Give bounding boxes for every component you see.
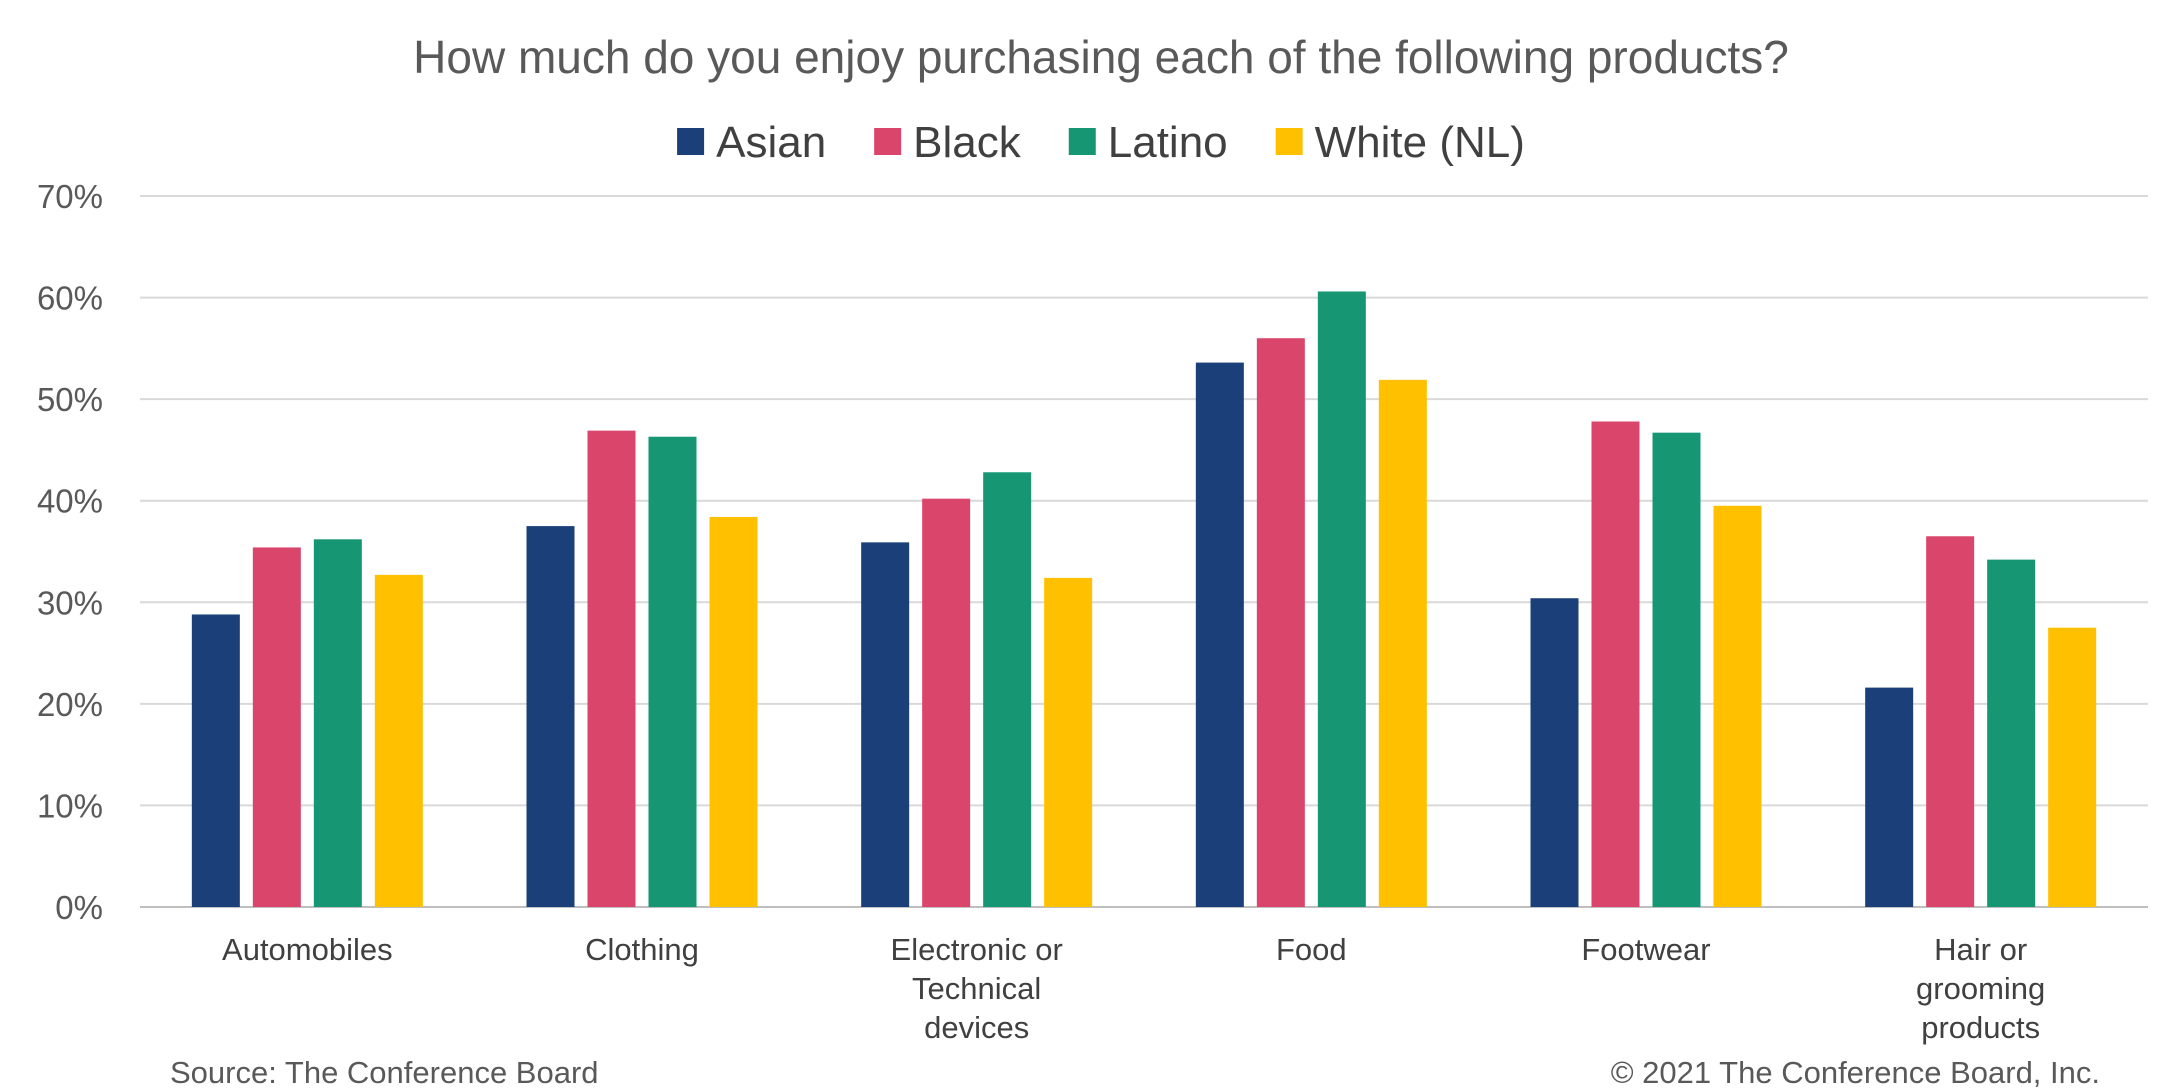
legend-item: White (NL) bbox=[1275, 118, 1525, 167]
bar-asian-4 bbox=[1530, 598, 1579, 907]
bar-asian-3 bbox=[1195, 362, 1244, 907]
source-note: Source: The Conference Board bbox=[170, 1055, 599, 1088]
legend-swatch bbox=[1068, 128, 1096, 155]
bar-white-nl-3 bbox=[1378, 379, 1427, 907]
legend-swatch bbox=[1275, 128, 1303, 155]
bar-black-5 bbox=[1926, 536, 1975, 907]
legend-item: Asian bbox=[677, 118, 826, 167]
x-axis-ticks: Automobiles Clothing Electronic or Technica… bbox=[222, 932, 2045, 1045]
legend-swatch bbox=[874, 128, 902, 155]
legend-item: Black bbox=[874, 118, 1022, 167]
y-tick-label: 30% bbox=[37, 584, 103, 621]
bars bbox=[191, 291, 2097, 907]
legend-swatch bbox=[677, 128, 705, 155]
bar-white-nl-4 bbox=[1713, 505, 1762, 907]
bar-asian-2 bbox=[861, 542, 910, 907]
legend: Asian Black Latino White (NL) bbox=[677, 118, 1525, 167]
bar-asian-5 bbox=[1865, 687, 1914, 907]
copyright-note: © 2021 The Conference Board, Inc. bbox=[1611, 1055, 2100, 1088]
bar-asian-0 bbox=[191, 614, 240, 907]
bar-black-0 bbox=[252, 547, 301, 907]
gridlines bbox=[140, 195, 2148, 908]
y-tick-label: 60% bbox=[37, 280, 103, 317]
legend-label: White (NL) bbox=[1315, 118, 1525, 167]
x-tick-label: Electronic or Technical devices bbox=[891, 932, 1063, 1045]
bar-white-nl-0 bbox=[374, 574, 423, 907]
bar-white-nl-2 bbox=[1044, 577, 1093, 907]
y-axis-ticks: 0% 10% 20% 30% 40% 50% 60% 70% bbox=[37, 178, 103, 926]
bar-latino-5 bbox=[1987, 559, 2036, 907]
y-tick-label: 0% bbox=[55, 889, 103, 926]
legend-label: Latino bbox=[1108, 118, 1228, 167]
legend-item: Latino bbox=[1068, 118, 1228, 167]
bar-white-nl-1 bbox=[709, 516, 758, 907]
legend-label: Black bbox=[913, 118, 1022, 167]
bar-black-1 bbox=[587, 430, 636, 907]
bar-latino-1 bbox=[648, 436, 697, 907]
x-tick-label: Hair or grooming products bbox=[1916, 932, 2045, 1045]
y-tick-label: 40% bbox=[37, 483, 103, 520]
x-tick-label: Food bbox=[1276, 932, 1347, 967]
y-tick-label: 50% bbox=[37, 381, 103, 418]
bar-latino-2 bbox=[983, 472, 1032, 907]
bar-latino-3 bbox=[1317, 291, 1366, 907]
bar-black-4 bbox=[1591, 421, 1640, 907]
y-tick-label: 70% bbox=[37, 178, 103, 215]
x-tick-label: Clothing bbox=[585, 932, 699, 967]
bar-white-nl-5 bbox=[2048, 627, 2097, 907]
bar-black-2 bbox=[922, 498, 971, 907]
y-tick-label: 20% bbox=[37, 686, 103, 723]
bar-latino-0 bbox=[313, 539, 362, 907]
x-tick-label: Automobiles bbox=[222, 932, 393, 967]
chart-title: How much do you enjoy purchasing each of… bbox=[413, 31, 1789, 83]
bar-black-3 bbox=[1256, 338, 1305, 907]
x-tick-label: Footwear bbox=[1581, 932, 1710, 967]
legend-label: Asian bbox=[716, 118, 826, 167]
bar-latino-4 bbox=[1652, 432, 1701, 907]
bar-asian-1 bbox=[526, 526, 575, 907]
y-tick-label: 10% bbox=[37, 787, 103, 824]
